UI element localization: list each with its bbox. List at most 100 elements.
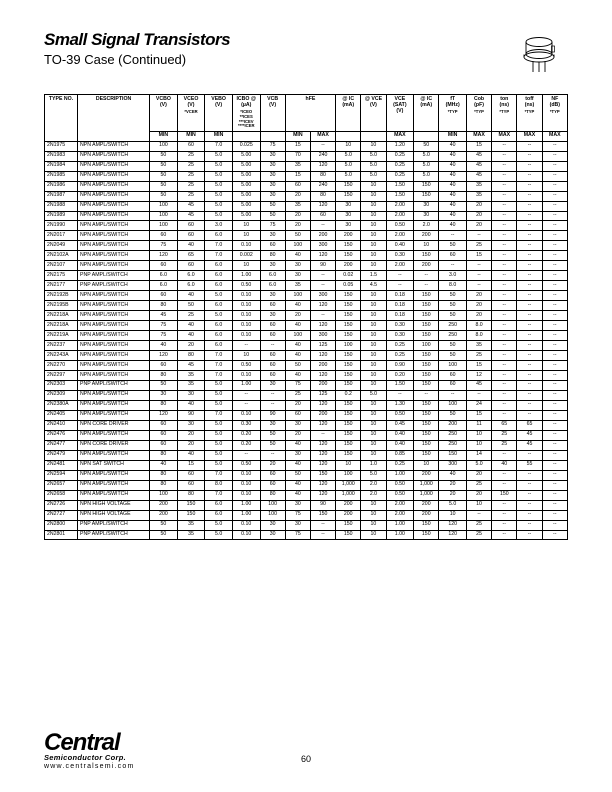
table-cell: 40 [177, 321, 205, 331]
table-cell: 6.0 [205, 231, 233, 241]
th-hfe: hFE [285, 95, 335, 132]
table-cell: 5.0 [205, 450, 233, 460]
table-cell: -- [517, 480, 542, 490]
table-cell: 2N2219A [45, 331, 78, 341]
table-cell: 25 [177, 151, 205, 161]
table-cell: 2N1985 [45, 171, 78, 181]
table-cell: 0.10 [232, 311, 260, 321]
table-cell: 1.00 [232, 271, 260, 281]
table-cell: 10 [361, 410, 386, 420]
table-cell: 2.0 [361, 480, 386, 490]
table-cell: NPN AMPL/SWITCH [78, 191, 150, 201]
table-cell: 0.002 [232, 251, 260, 261]
table-cell: 60 [177, 141, 205, 151]
table-cell: 0.25 [386, 151, 414, 161]
table-cell: 60 [439, 251, 467, 261]
table-cell: 200 [310, 231, 335, 241]
table-cell: 25 [466, 351, 491, 361]
table-cell: 50 [150, 151, 178, 161]
table-cell: 30 [285, 261, 310, 271]
table-row: 2N2594NPN AMPL/SWITCH80607.00.1060501501… [45, 470, 568, 480]
table-cell: 250 [439, 440, 467, 450]
table-cell: 10 [361, 440, 386, 450]
table-cell: 0.50 [232, 460, 260, 470]
table-cell: 5.0 [439, 500, 467, 510]
table-cell: -- [492, 281, 517, 291]
table-row: 2N1988NPN AMPL/SWITCH100455.05.005035120… [45, 201, 568, 211]
table-cell: 30 [336, 221, 361, 231]
table-cell: 100 [150, 490, 178, 500]
th-min: MIN [439, 131, 467, 141]
table-row: 2N2297NPN AMPL/SWITCH80357.00.1060401201… [45, 371, 568, 381]
table-cell: 150 [414, 420, 439, 430]
table-cell: -- [542, 301, 567, 311]
table-cell: 0.025 [232, 141, 260, 151]
table-cell: -- [542, 201, 567, 211]
table-cell: 10 [414, 460, 439, 470]
table-cell: 6.0 [205, 281, 233, 291]
table-cell: 0.50 [232, 361, 260, 371]
table-cell: 25 [177, 181, 205, 191]
table-cell: NPN AMPL/SWITCH [78, 331, 150, 341]
table-cell: 2N2479 [45, 450, 78, 460]
table-cell: -- [517, 291, 542, 301]
table-cell: -- [492, 151, 517, 161]
table-cell: 0.18 [386, 291, 414, 301]
table-cell: 6.0 [205, 510, 233, 520]
table-cell: 50 [285, 231, 310, 241]
page-title: Small Signal Transistors [44, 30, 230, 50]
table-cell: 7.0 [205, 470, 233, 480]
th-min: MIN [150, 131, 178, 141]
table-cell: 35 [466, 191, 491, 201]
table-cell: 10 [361, 301, 386, 311]
page-subtitle: TO-39 Case (Continued) [44, 52, 230, 67]
table-cell: 10 [361, 311, 386, 321]
table-cell: 150 [336, 331, 361, 341]
table-cell: -- [492, 211, 517, 221]
table-cell: -- [386, 281, 414, 291]
brand-sub: Semiconductor Corp. [44, 753, 134, 762]
table-cell: -- [542, 490, 567, 500]
table-cell: -- [542, 420, 567, 430]
table-cell: 200 [414, 261, 439, 271]
th-nf: NF(dB) *TYP [542, 95, 567, 132]
table-cell: NPN CORE DRIVER [78, 440, 150, 450]
table-cell: 20 [466, 221, 491, 231]
table-cell: 5.0 [205, 430, 233, 440]
table-cell: 1.00 [232, 500, 260, 510]
table-cell: 15 [177, 460, 205, 470]
table-cell: 5.0 [205, 171, 233, 181]
table-cell: 120 [310, 490, 335, 500]
th-blank [336, 131, 361, 141]
table-cell: -- [517, 351, 542, 361]
table-cell: -- [492, 271, 517, 281]
table-cell: 200 [310, 380, 335, 390]
table-cell: 50 [150, 520, 178, 530]
table-cell: 30 [260, 291, 285, 301]
table-cell: 200 [336, 510, 361, 520]
table-cell: NPN AMPL/SWITCH [78, 400, 150, 410]
table-cell: 25 [177, 191, 205, 201]
table-cell: 30 [177, 420, 205, 430]
table-cell: 50 [439, 351, 467, 361]
table-cell: 7.0 [205, 251, 233, 261]
table-cell: NPN AMPL/SWITCH [78, 410, 150, 420]
table-cell: 150 [336, 321, 361, 331]
table-row: 2N2727NPN HIGH VOLTAGE2001506.01.0010075… [45, 510, 568, 520]
table-cell: -- [439, 231, 467, 241]
table-cell: -- [542, 510, 567, 520]
table-cell: 60 [177, 261, 205, 271]
table-cell: 60 [260, 301, 285, 311]
table-cell: 60 [150, 291, 178, 301]
table-cell: -- [492, 301, 517, 311]
table-row: 2N2102ANPN AMPL/SWITCH120657.00.00280401… [45, 251, 568, 261]
table-cell: 50 [150, 161, 178, 171]
table-cell: 5.0 [414, 161, 439, 171]
table-cell: 40 [285, 440, 310, 450]
table-cell: 30 [260, 261, 285, 271]
table-cell: -- [542, 500, 567, 510]
table-cell: -- [492, 351, 517, 361]
table-cell: 35 [466, 341, 491, 351]
table-cell: 120 [310, 420, 335, 430]
table-cell: 25 [492, 430, 517, 440]
